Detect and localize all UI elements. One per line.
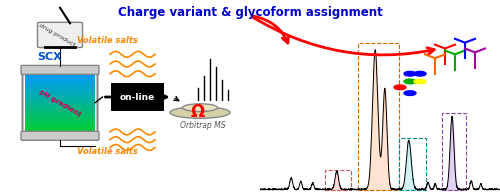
Circle shape <box>394 85 406 90</box>
FancyBboxPatch shape <box>25 97 95 98</box>
FancyBboxPatch shape <box>38 22 82 48</box>
Circle shape <box>404 91 416 95</box>
FancyBboxPatch shape <box>25 83 95 84</box>
FancyBboxPatch shape <box>25 80 95 81</box>
FancyBboxPatch shape <box>25 82 95 83</box>
Circle shape <box>414 79 426 84</box>
FancyBboxPatch shape <box>25 104 95 105</box>
FancyBboxPatch shape <box>25 119 95 120</box>
Text: pH gradient: pH gradient <box>38 88 82 117</box>
FancyBboxPatch shape <box>25 77 95 78</box>
FancyBboxPatch shape <box>25 106 95 107</box>
FancyBboxPatch shape <box>21 131 99 140</box>
FancyBboxPatch shape <box>25 112 95 113</box>
FancyBboxPatch shape <box>25 99 95 100</box>
FancyBboxPatch shape <box>25 85 95 87</box>
FancyArrowPatch shape <box>252 16 288 43</box>
FancyBboxPatch shape <box>25 109 95 110</box>
Circle shape <box>414 71 426 76</box>
FancyBboxPatch shape <box>25 76 95 77</box>
Ellipse shape <box>182 104 218 112</box>
FancyBboxPatch shape <box>25 96 95 97</box>
FancyBboxPatch shape <box>25 103 95 104</box>
FancyBboxPatch shape <box>25 87 95 88</box>
Text: Ω: Ω <box>190 103 204 120</box>
Ellipse shape <box>170 107 230 118</box>
FancyBboxPatch shape <box>25 131 95 132</box>
FancyBboxPatch shape <box>25 98 95 99</box>
FancyBboxPatch shape <box>25 84 95 85</box>
Text: Volatile salts: Volatile salts <box>77 36 138 45</box>
FancyBboxPatch shape <box>25 100 95 102</box>
FancyBboxPatch shape <box>25 75 95 76</box>
FancyBboxPatch shape <box>25 113 95 114</box>
FancyBboxPatch shape <box>25 74 95 75</box>
FancyBboxPatch shape <box>25 114 95 116</box>
FancyBboxPatch shape <box>25 92 95 94</box>
Text: Orbitrap MS: Orbitrap MS <box>180 121 226 130</box>
Text: drug product: drug product <box>38 23 76 47</box>
FancyBboxPatch shape <box>25 90 95 91</box>
FancyBboxPatch shape <box>25 88 95 89</box>
FancyBboxPatch shape <box>25 120 95 121</box>
FancyBboxPatch shape <box>25 78 95 80</box>
Text: Volatile salts: Volatile salts <box>77 147 138 156</box>
FancyBboxPatch shape <box>25 107 95 109</box>
FancyBboxPatch shape <box>25 124 95 125</box>
FancyBboxPatch shape <box>25 121 95 123</box>
FancyBboxPatch shape <box>25 110 95 111</box>
FancyBboxPatch shape <box>25 127 95 128</box>
Circle shape <box>404 79 416 84</box>
FancyBboxPatch shape <box>25 126 95 127</box>
FancyBboxPatch shape <box>25 105 95 106</box>
Text: Charge variant & glycoform assignment: Charge variant & glycoform assignment <box>118 6 382 19</box>
FancyBboxPatch shape <box>25 125 95 126</box>
FancyBboxPatch shape <box>25 130 95 131</box>
FancyBboxPatch shape <box>25 89 95 90</box>
Circle shape <box>404 71 416 76</box>
FancyArrowPatch shape <box>106 91 166 103</box>
FancyBboxPatch shape <box>25 123 95 124</box>
FancyBboxPatch shape <box>25 81 95 82</box>
FancyBboxPatch shape <box>25 116 95 117</box>
FancyBboxPatch shape <box>25 91 95 92</box>
FancyArrowPatch shape <box>174 96 179 101</box>
FancyBboxPatch shape <box>25 94 95 95</box>
FancyArrowPatch shape <box>252 17 434 55</box>
FancyBboxPatch shape <box>25 111 95 112</box>
Text: on-line: on-line <box>120 93 155 101</box>
Text: SCX: SCX <box>38 52 62 62</box>
FancyBboxPatch shape <box>25 117 95 118</box>
FancyBboxPatch shape <box>25 128 95 130</box>
FancyBboxPatch shape <box>21 65 99 74</box>
FancyBboxPatch shape <box>25 95 95 96</box>
FancyBboxPatch shape <box>25 118 95 119</box>
FancyBboxPatch shape <box>25 102 95 103</box>
